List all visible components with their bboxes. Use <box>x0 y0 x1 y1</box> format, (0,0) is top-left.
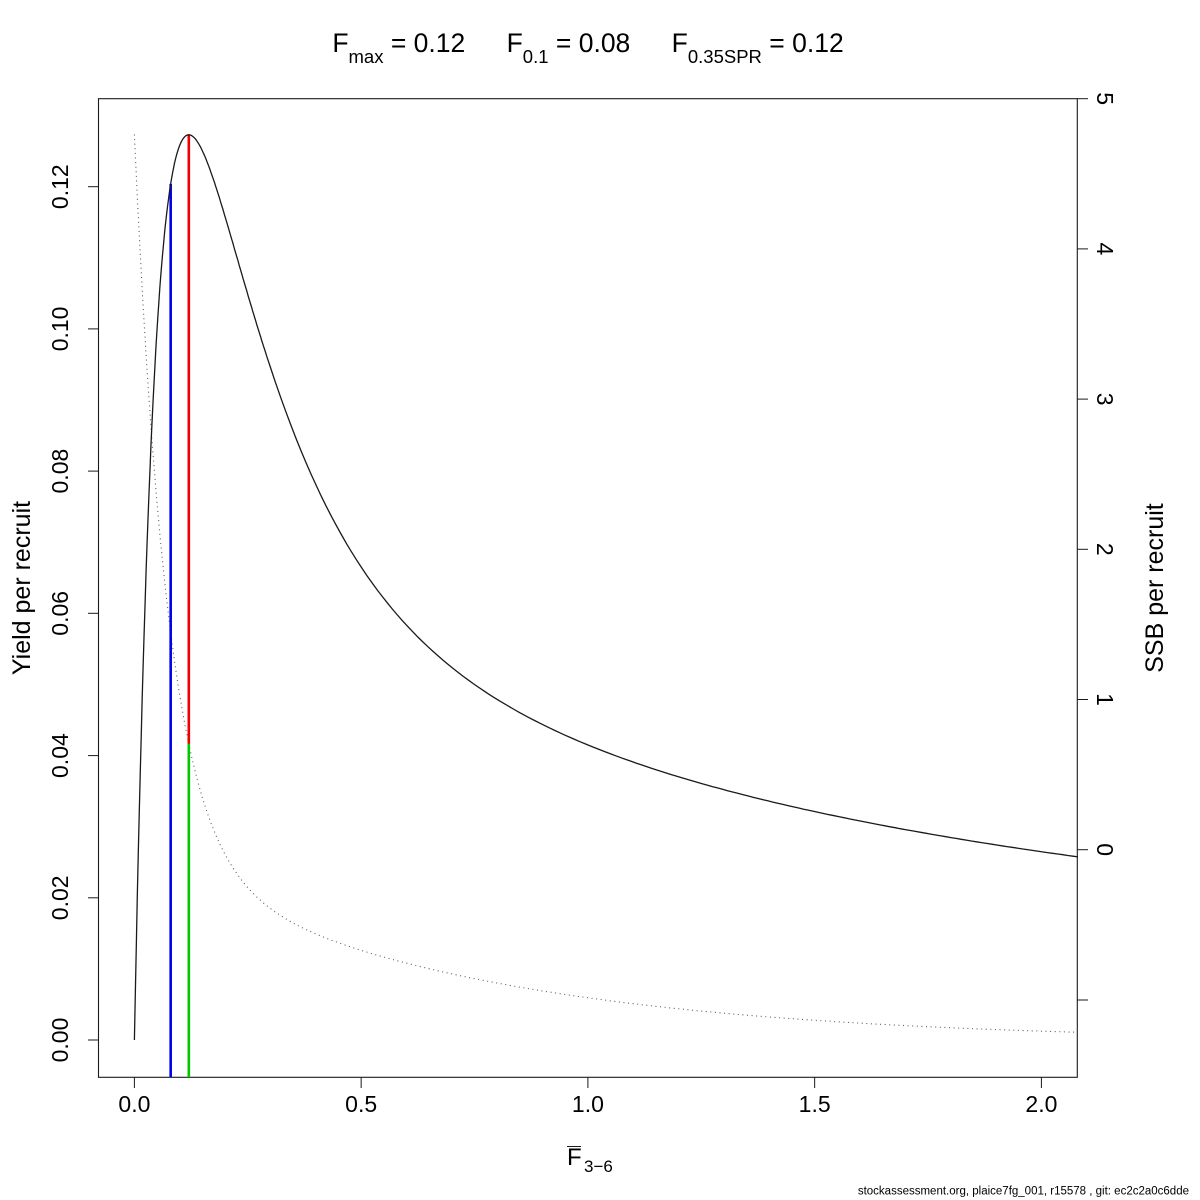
svg-text:0.0: 0.0 <box>118 1091 150 1117</box>
svg-text:5: 5 <box>1092 92 1118 105</box>
svg-text:1: 1 <box>1092 693 1118 706</box>
svg-text:0: 0 <box>1092 843 1118 856</box>
svg-text:0.10: 0.10 <box>47 307 73 352</box>
svg-text:stockassessment.org, plaice7fg: stockassessment.org, plaice7fg_001, r155… <box>858 1186 1189 1198</box>
svg-text:1.0: 1.0 <box>572 1091 604 1117</box>
svg-text:0.02: 0.02 <box>47 875 73 920</box>
svg-text:0.5: 0.5 <box>345 1091 377 1117</box>
svg-text:4: 4 <box>1092 243 1118 256</box>
svg-text:0.06: 0.06 <box>47 591 73 636</box>
svg-text:0.04: 0.04 <box>47 733 73 778</box>
svg-text:3−6: 3−6 <box>584 1157 613 1176</box>
svg-text:0.00: 0.00 <box>47 1018 73 1063</box>
svg-text:3: 3 <box>1092 393 1118 406</box>
svg-text:F: F <box>567 1144 582 1171</box>
svg-text:0.12: 0.12 <box>47 164 73 209</box>
svg-text:Yield per recruit: Yield per recruit <box>8 501 36 675</box>
svg-text:1.5: 1.5 <box>799 1091 831 1117</box>
svg-text:SSB per recruit: SSB per recruit <box>1141 503 1169 673</box>
svg-text:2.0: 2.0 <box>1025 1091 1057 1117</box>
svg-text:0.08: 0.08 <box>47 449 73 494</box>
svg-text:2: 2 <box>1092 543 1118 556</box>
